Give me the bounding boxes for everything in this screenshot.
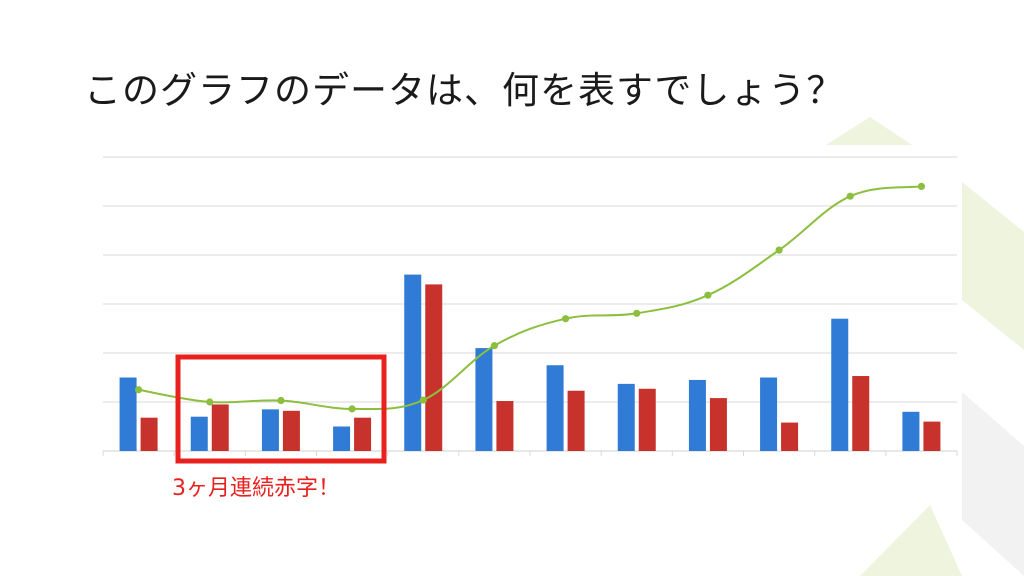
bar-series-2 xyxy=(781,422,799,451)
bar-series-1 xyxy=(261,409,279,451)
decor-gray-wedge-right xyxy=(962,392,1024,576)
highlight-box xyxy=(175,354,387,464)
bar-series-2 xyxy=(496,401,514,451)
bar-series-2 xyxy=(567,390,585,451)
bar-series-1 xyxy=(333,426,351,451)
decor-green-wedge-right xyxy=(962,182,1024,350)
decor-green-triangle-top xyxy=(826,117,912,145)
line-series-point xyxy=(490,342,499,350)
bar-series-2 xyxy=(709,398,727,451)
bar-series-1 xyxy=(617,383,635,451)
bar-series-2 xyxy=(923,421,941,451)
line-series-point xyxy=(917,182,926,190)
bar-series-1 xyxy=(760,377,778,451)
bar-series-2 xyxy=(425,284,443,451)
decor-green-triangle-bottom xyxy=(860,505,962,576)
line-series-point xyxy=(348,405,356,413)
line-series-point xyxy=(206,398,214,406)
line-series-path xyxy=(138,185,922,411)
bar-series-2 xyxy=(852,376,870,451)
line-series-point xyxy=(633,309,641,317)
line-series-point xyxy=(277,396,285,405)
bar-series-2 xyxy=(282,410,300,451)
bar-series-2 xyxy=(140,417,158,451)
bar-series-2 xyxy=(354,417,372,451)
bar-series xyxy=(119,274,941,451)
bar-series-1 xyxy=(902,411,920,451)
line-series xyxy=(134,182,926,413)
slide-title: このグラフのデータは、何を表すでしょう？ xyxy=(84,69,845,112)
bar-series-1 xyxy=(546,365,564,451)
line-series-point xyxy=(561,315,570,323)
bar-series-1 xyxy=(831,318,849,451)
bar-series-1 xyxy=(190,416,208,451)
bar-series-2 xyxy=(211,404,229,451)
line-series-point xyxy=(704,291,712,299)
bar-series-1 xyxy=(475,348,493,451)
line-series-point xyxy=(775,246,783,254)
annotation-label: 3ヶ月連続赤字！ xyxy=(172,476,340,501)
bar-series-2 xyxy=(638,388,656,451)
bar-series-1 xyxy=(404,274,422,451)
gridlines xyxy=(102,156,958,456)
bar-series-1 xyxy=(119,377,137,451)
line-series-point xyxy=(419,396,427,404)
bar-series-1 xyxy=(688,379,706,451)
line-series-point xyxy=(134,386,143,394)
line-series-point xyxy=(846,192,854,200)
